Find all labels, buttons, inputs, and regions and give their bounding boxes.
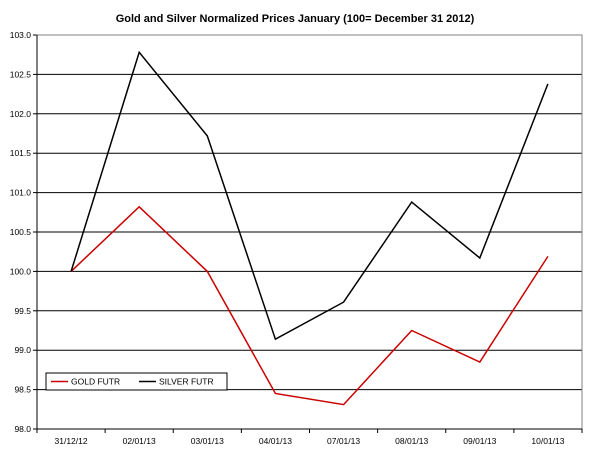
x-tick-label-3: 04/01/13 [259,436,292,446]
legend-label-gold: GOLD FUTR [71,377,120,387]
y-tick-label-2: 99.0 [14,345,31,355]
y-tick-label-9: 102.5 [10,69,32,79]
y-tick-label-5: 100.5 [10,227,32,237]
x-tick-label-5: 08/01/13 [395,436,428,446]
series [70,50,549,406]
legend: GOLD FUTR SILVER FUTR [45,372,228,391]
y-tick-label-7: 101.5 [10,148,32,158]
legend-label-silver: SILVER FUTR [159,377,214,387]
y-tick-label-8: 102.0 [10,109,32,119]
y-tick-label-1: 98.5 [14,385,31,395]
y-tick-label-6: 101.0 [10,188,32,198]
y-tick-label-4: 100.0 [10,266,32,276]
x-tick-label-2: 03/01/13 [191,436,224,446]
x-tick-label-0: 31/12/12 [55,436,88,446]
y-tick-label-0: 98.0 [14,424,31,434]
series-line-silver [70,50,549,341]
series-line-gold [70,205,549,406]
x-tick-label-1: 02/01/13 [123,436,156,446]
chart-title: Gold and Silver Normalized Prices Januar… [116,13,475,25]
x-tick-label-6: 09/01/13 [463,436,496,446]
x-tick-label-4: 07/01/13 [327,436,360,446]
axes: 98.0 98.5 99.0 99.5 100.0 100.5 101.0 101.5 102.… [10,30,583,446]
y-tick-label-10: 103.0 [10,30,32,40]
legend-box [45,372,228,391]
grid [37,34,582,430]
x-tick-label-7: 10/01/13 [531,436,564,446]
y-tick-label-3: 99.5 [14,306,31,316]
